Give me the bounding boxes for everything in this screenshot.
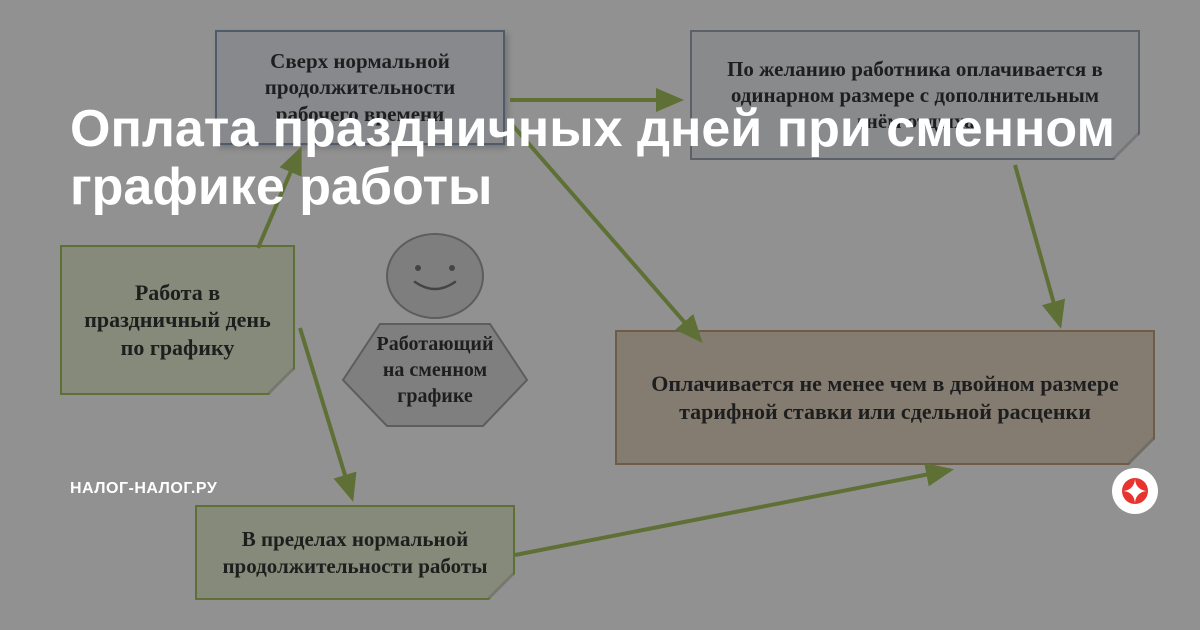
stage: Работа в праздничный день по графику Све… [0,0,1200,630]
overlay [0,0,1200,630]
zen-icon [1112,468,1158,514]
headline: Оплата праздничных дней при сменном граф… [70,100,1130,216]
site-label: НАЛОГ-НАЛОГ.РУ [70,480,217,498]
